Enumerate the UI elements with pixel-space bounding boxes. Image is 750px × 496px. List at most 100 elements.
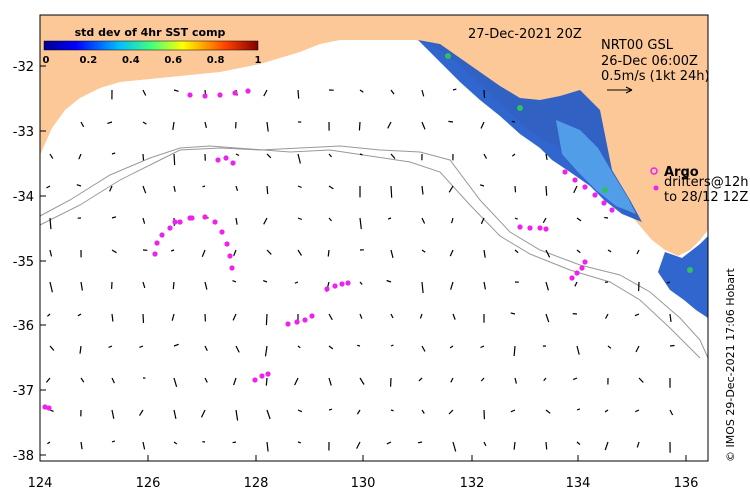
current-arrow [357, 344, 361, 347]
x-tick-label: 124 [28, 476, 53, 491]
current-arrow [80, 281, 83, 291]
drifter-position [574, 270, 580, 276]
current-arrow [173, 409, 177, 419]
current-vectors [45, 88, 675, 453]
drifter-position [42, 404, 48, 410]
current-arrow [294, 281, 299, 284]
drifter-position [232, 90, 238, 96]
colorbar-tick-label: 0.4 [122, 55, 140, 66]
current-arrow [452, 88, 457, 91]
colorbar-gradient [43, 40, 259, 51]
current-arrow [576, 249, 581, 254]
current-arrow [202, 185, 206, 188]
current-arrow [266, 153, 272, 159]
current-arrow [262, 280, 268, 283]
current-arrow [636, 249, 640, 255]
argo-marker [650, 167, 658, 175]
drifter-position [217, 92, 223, 98]
drifter-position [562, 169, 568, 175]
x-tick-label: 130 [351, 476, 376, 491]
current-arrow [49, 249, 53, 257]
y-tick-label: -32 [13, 60, 34, 75]
current-arrow [452, 441, 457, 452]
current-arrow [576, 345, 580, 355]
current-arrow [573, 185, 578, 194]
drifter-position [230, 160, 236, 166]
drifter-position [265, 371, 271, 377]
drifter-position [172, 219, 178, 225]
plot-frame [39, 14, 709, 462]
drifter-position [543, 226, 549, 232]
current-arrow [173, 441, 178, 445]
current-arrow [390, 153, 396, 159]
current-arrow [297, 89, 300, 99]
current-arrow [235, 153, 240, 157]
current-arrow [111, 313, 114, 322]
current-arrow [387, 217, 392, 220]
drifter-position [154, 240, 160, 246]
drifter-position [46, 405, 52, 411]
current-arrow [421, 121, 426, 130]
current-arrow [604, 441, 609, 451]
current-arrow [327, 249, 330, 257]
current-arrow [607, 249, 612, 253]
current-arrow [49, 345, 55, 351]
current-arrow [111, 409, 115, 419]
current-arrow [328, 408, 333, 411]
current-arrow [513, 345, 516, 357]
current-arrow [138, 409, 144, 416]
drifter-track [187, 88, 251, 99]
current-arrow [204, 377, 208, 383]
argo-label: Argo [664, 165, 699, 180]
current-arrow [111, 377, 115, 384]
current-arrow [510, 312, 516, 315]
drifter-position [579, 265, 585, 271]
current-arrow [142, 281, 146, 289]
current-arrow [666, 281, 671, 284]
current-arrow [480, 217, 485, 225]
y-tick-label: -34 [13, 190, 34, 205]
product-time: 26-Dec 06:00Z [601, 54, 698, 69]
current-arrow [297, 441, 301, 444]
current-arrow [359, 377, 365, 385]
current-arrow [111, 216, 117, 219]
current-arrow [233, 377, 237, 386]
drifter-position [202, 93, 208, 99]
drifter-track [517, 224, 549, 232]
current-arrow [356, 441, 361, 449]
current-arrow [542, 217, 547, 224]
y-tick-label: -33 [13, 125, 34, 140]
drifter-track [562, 169, 615, 213]
current-arrow [390, 89, 395, 95]
current-arrow [480, 377, 485, 382]
sst-speck [517, 105, 523, 111]
current-arrow [386, 279, 392, 283]
current-arrow [49, 153, 54, 159]
drifter-track [252, 371, 271, 383]
colorbar-ticks: 0 0.2 0.4 0.6 0.8 1 [43, 55, 262, 66]
bathymetry-contour-deep [39, 145, 701, 359]
current-arrow [47, 441, 51, 445]
sst-speck [445, 53, 451, 59]
credit-text: © IMOS 29-Dec-2021 17:06 Hobart [724, 268, 737, 462]
current-arrow [576, 217, 582, 222]
current-arrow [359, 313, 363, 319]
drifter-track [152, 214, 235, 271]
current-arrow [201, 249, 206, 258]
current-arrow [359, 217, 362, 229]
drifter-position [224, 241, 230, 247]
current-arrow [76, 184, 82, 187]
drifter-track [172, 215, 193, 225]
current-arrow [172, 121, 175, 130]
current-arrow [448, 185, 454, 193]
bathymetry-contour-200m [39, 145, 709, 359]
current-arrow [328, 153, 333, 158]
current-arrow [390, 185, 393, 198]
current-arrow [390, 249, 394, 259]
current-arrow [359, 89, 364, 93]
drifter-position [294, 319, 300, 325]
drifter-position [223, 155, 229, 161]
drifter-track [215, 155, 236, 166]
drifter-position [601, 200, 607, 206]
